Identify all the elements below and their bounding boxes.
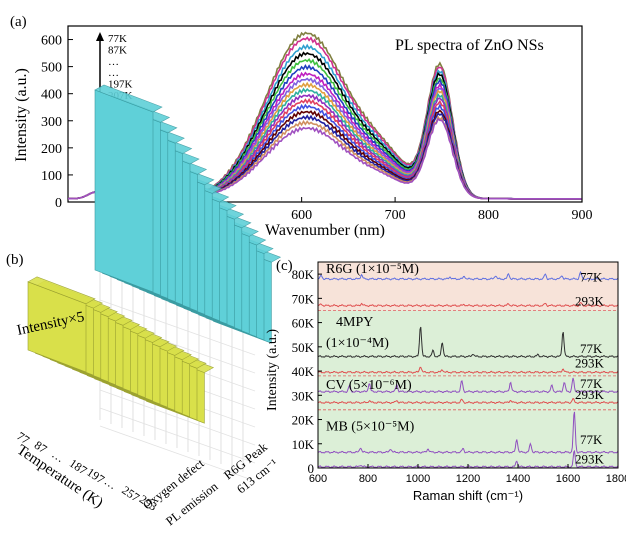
raman-spectrum-CV-77K <box>317 377 619 394</box>
band-temp-low: 293K <box>575 452 605 467</box>
y-tick-label: 200 <box>41 142 62 157</box>
panel-label-b: (b) <box>6 252 24 268</box>
y-tick-label: 0 <box>55 196 62 211</box>
x-tick-label: 900 <box>572 208 593 223</box>
panel-a-title: PL spectra of ZnO NSs <box>395 37 544 54</box>
grid-line <box>99 389 256 446</box>
grid-line <box>99 425 256 482</box>
bar-top <box>94 84 163 113</box>
panel-b-series-r6g <box>94 84 282 344</box>
raman-spectrum-4MPY-77K <box>317 326 619 359</box>
x-tick-label: 800 <box>478 208 499 223</box>
panel-label-c: (c) <box>276 258 293 274</box>
y-tick-label: 10K <box>292 437 315 452</box>
y-tick-label: 600 <box>41 34 62 49</box>
x-tick-label: 600 <box>291 208 312 223</box>
y-tick-label: 80K <box>292 267 315 282</box>
panel-b-series-oxygen <box>27 276 215 424</box>
raman-spectrum-CV-293K <box>317 397 619 405</box>
panel-a-y-ticks: 0 100 200 300 400 500 600 <box>41 34 73 211</box>
temperature-label: 87K <box>108 44 127 56</box>
y-tick-label: 300 <box>41 115 62 130</box>
y-tick-label: 100 <box>41 169 62 184</box>
band-label-cv: CV (5×10⁻⁶M) <box>326 378 412 393</box>
x-tick-label: 1600 <box>556 473 580 485</box>
temperature-label: … <box>108 67 119 79</box>
panel-c-bands <box>318 262 618 468</box>
band-background <box>318 310 618 376</box>
y-tick-label: 50K <box>292 340 315 355</box>
raman-spectrum-R6G-77K <box>317 270 619 281</box>
band-label-r6g: R6G (1×10⁻⁵M) <box>326 262 419 277</box>
band-temp-low: 293K <box>575 294 605 309</box>
temperature-label: … <box>108 56 119 68</box>
temperature-arrow-head <box>96 32 104 41</box>
panel-a-frame <box>67 25 583 203</box>
y-tick-label: 40K <box>292 364 315 379</box>
panel-c-band-labels: R6G (1×10⁻⁵M) 4MPY (1×10⁻⁴M) CV (5×10⁻⁶M) MB… <box>326 262 605 467</box>
panel-a-ylabel: Intensity (a.u.) <box>13 68 30 162</box>
band-label-4mpy-conc: (1×10⁻⁴M) <box>326 336 389 351</box>
band-temp-high: 77K <box>580 269 603 284</box>
grid-line <box>99 299 256 356</box>
panel-a-xlabel: Wavenumber (nm) <box>265 222 385 239</box>
raman-spectrum-MB-77K <box>317 411 619 454</box>
y-tick-label: 30K <box>292 388 315 403</box>
y-tick-label: 60K <box>292 316 315 331</box>
raman-spectrum-4MPY-293K <box>317 366 619 374</box>
band-label-4mpy: 4MPY <box>336 315 373 330</box>
raman-spectrum-R6G-293K <box>317 302 619 308</box>
x-tick-label: 1200 <box>456 473 480 485</box>
bar-front <box>94 89 154 293</box>
band-temp-low: 293K <box>575 387 605 402</box>
x-tick-label: 1000 <box>406 473 430 485</box>
band-label-mb: MB (5×10⁻⁵M) <box>326 419 415 434</box>
y-tick-label: 70K <box>292 291 315 306</box>
y-tick-label: 0 <box>308 461 315 476</box>
y-tick-label: 500 <box>41 61 62 76</box>
x-tick-label: 700 <box>385 208 406 223</box>
panel-c-y-ticks: 0 10K 20K 30K 40K 50K 60K 70K 80K <box>292 267 322 476</box>
panel-c-xlabel: Raman shift (cm⁻¹) <box>413 488 523 503</box>
bar-top <box>27 276 96 305</box>
band-temp-low: 293K <box>575 355 605 370</box>
temperature-label: 197K <box>108 79 133 91</box>
band-background <box>318 409 618 468</box>
band-temp-high: 77K <box>580 376 603 391</box>
x-tick-label: 800 <box>359 473 377 485</box>
grid-line <box>99 407 256 464</box>
band-temp-high: 77K <box>580 341 603 356</box>
y-tick-label: 400 <box>41 88 62 103</box>
x-tick-label: 1400 <box>506 473 530 485</box>
panel-c-ylabel: Intensity (a.u.) <box>265 329 280 411</box>
x-tick-label: 600 <box>309 473 327 485</box>
band-temp-high: 77K <box>580 432 603 447</box>
panel-label-a: (a) <box>10 14 27 30</box>
y-tick-label: 20K <box>292 413 315 428</box>
band-background <box>318 262 618 311</box>
band-background <box>318 375 618 410</box>
temperature-label: 77K <box>108 33 127 45</box>
